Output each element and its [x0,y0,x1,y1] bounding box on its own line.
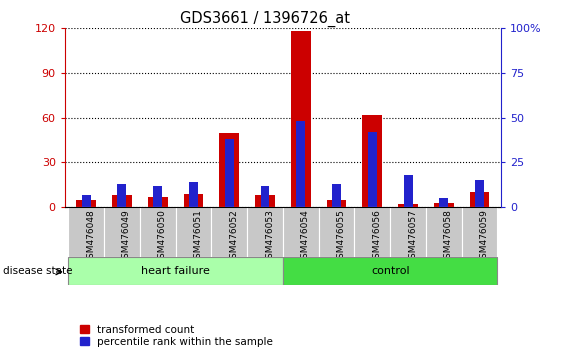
Bar [475,180,484,207]
Bar [118,184,127,207]
Bar [184,194,203,207]
Bar [462,207,498,257]
Bar [211,207,247,257]
Bar [283,207,319,257]
Text: GSM476049: GSM476049 [122,210,131,264]
Bar [77,200,96,207]
Bar [439,198,448,207]
Bar [140,207,176,257]
Text: GSM476048: GSM476048 [86,210,95,264]
Bar [368,132,377,207]
Bar [82,195,91,207]
Bar [426,207,462,257]
Text: GSM476059: GSM476059 [480,210,489,264]
Text: heart failure: heart failure [141,266,210,276]
Bar [319,207,355,257]
Bar [404,175,413,207]
Bar [327,200,346,207]
Bar [225,139,234,207]
Bar [68,257,283,285]
Bar [291,31,311,207]
Bar [390,207,426,257]
Bar [255,195,275,207]
Text: GSM476052: GSM476052 [229,210,238,264]
Bar [148,197,168,207]
Bar [470,192,489,207]
Bar [112,195,132,207]
Bar [434,202,454,207]
Bar [176,207,211,257]
Text: GSM476053: GSM476053 [265,210,274,264]
Text: GSM476055: GSM476055 [337,210,346,264]
Bar [247,207,283,257]
Text: GSM476050: GSM476050 [158,210,167,264]
Bar [398,204,418,207]
Bar [332,184,341,207]
Bar [104,207,140,257]
Text: GDS3661 / 1396726_at: GDS3661 / 1396726_at [180,11,350,27]
Text: GSM476051: GSM476051 [194,210,203,264]
Text: GSM476056: GSM476056 [372,210,381,264]
Text: GSM476058: GSM476058 [444,210,453,264]
Bar [296,121,305,207]
Text: control: control [371,266,409,276]
Text: GSM476054: GSM476054 [301,210,310,264]
Bar [68,207,104,257]
Bar [363,115,382,207]
Bar [220,133,239,207]
Bar [283,257,498,285]
Legend: transformed count, percentile rank within the sample: transformed count, percentile rank withi… [78,322,275,349]
Bar [153,185,162,207]
Bar [261,185,270,207]
Bar [189,182,198,207]
Text: disease state: disease state [3,266,72,276]
Text: GSM476057: GSM476057 [408,210,417,264]
Bar [355,207,390,257]
